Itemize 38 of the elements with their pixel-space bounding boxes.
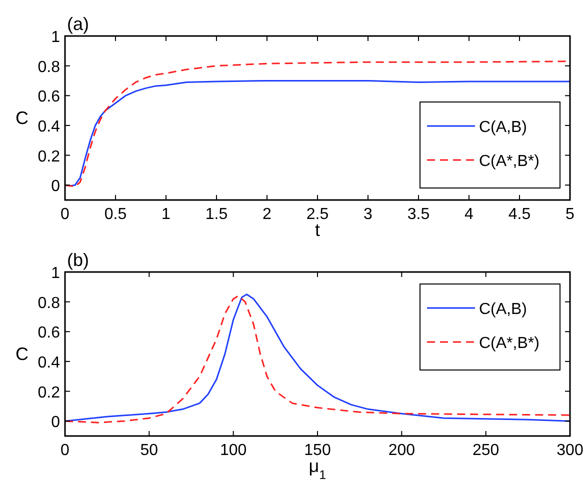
x-tick-label: 4.5 — [508, 206, 531, 223]
x-tick-label: 0.5 — [104, 206, 127, 223]
x-axis-title: t — [314, 220, 320, 240]
y-tick-label: 0.2 — [38, 384, 60, 402]
y-tick-label: 0.8 — [38, 58, 60, 76]
x-tick-label: 150 — [304, 442, 331, 459]
x-axis-title: μ$_{1}$ — [308, 456, 326, 482]
x-tick-label: 3.5 — [407, 206, 430, 223]
y-tick-label: 0.4 — [38, 118, 60, 136]
y-tick-label: 0.6 — [38, 324, 60, 342]
y-tick-label: 0.6 — [38, 88, 60, 106]
x-tick-label: 5 — [566, 206, 575, 223]
legend-label: C(A*,B*) — [479, 335, 540, 352]
y-tick-label: 0.8 — [38, 294, 60, 312]
y-tick-label: 0 — [51, 414, 60, 432]
chart-title: (a) — [67, 14, 89, 34]
y-tick-label: 1 — [51, 29, 60, 46]
legend-label: C(A,B) — [479, 119, 527, 136]
x-tick-label: 2.5 — [306, 206, 329, 223]
y-tick-label: 1 — [51, 265, 60, 282]
x-tick-label: 250 — [472, 442, 500, 459]
x-tick-label: 1 — [162, 206, 171, 223]
legend-label: C(A,B) — [479, 301, 527, 318]
x-tick-label: 1.5 — [205, 206, 228, 223]
y-axis-title: C — [16, 344, 28, 364]
chart-title: (b) — [67, 250, 89, 270]
x-tick-label: 2 — [262, 206, 272, 223]
y-tick-label: 0.2 — [38, 148, 60, 166]
x-tick-label: 3 — [364, 206, 373, 223]
legend-label: C(A*,B*) — [479, 153, 540, 170]
x-tick-label: 300 — [556, 442, 584, 459]
x-tick-label: 200 — [388, 442, 416, 459]
y-tick-label: 0.4 — [38, 354, 60, 372]
x-tick-label: 4 — [464, 206, 474, 223]
y-axis-title: C — [16, 108, 28, 128]
x-tick-label: 100 — [220, 442, 247, 459]
x-tick-label: 50 — [140, 442, 158, 459]
y-tick-label: 0 — [51, 178, 60, 196]
